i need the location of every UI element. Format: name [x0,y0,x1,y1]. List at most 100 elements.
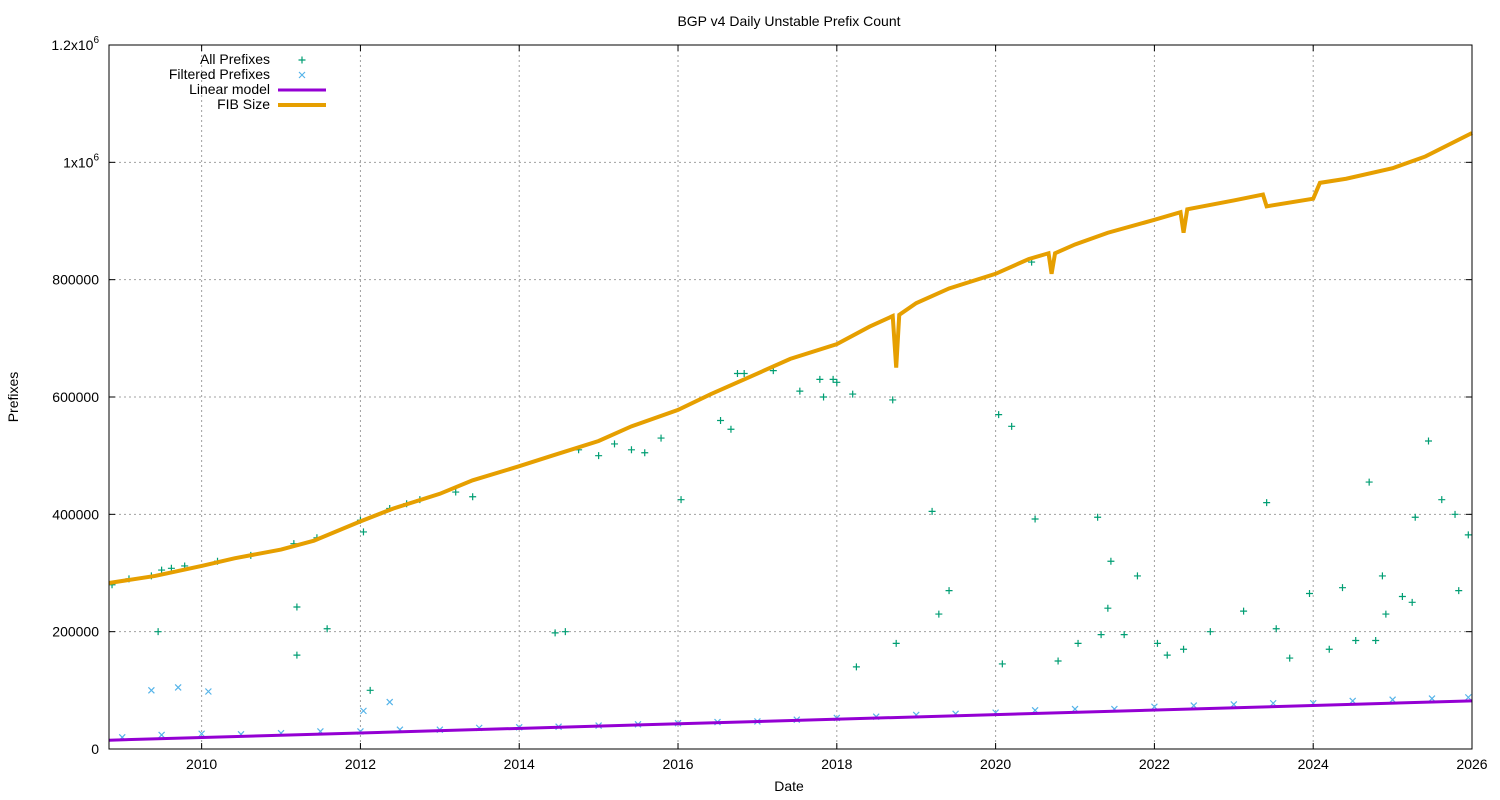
data-point-all-prefixes [1008,422,1016,430]
data-point-all-prefixes [154,628,162,636]
data-point-all-prefixes [158,566,166,574]
linear-model-line [108,699,1473,742]
data-point-all-prefixes [657,434,665,442]
x-tick-label: 2016 [662,756,693,772]
x-tick-label: 2024 [1298,756,1329,772]
data-point-all-prefixes [1372,636,1380,644]
data-point-all-prefixes [551,629,559,637]
y-tick-label: 800000 [52,272,99,288]
data-point-all-prefixes [1180,645,1188,653]
data-point-all-prefixes [1325,645,1333,653]
plot-area [108,131,1473,742]
data-point-all-prefixes [611,440,619,448]
y-tick-label: 600000 [52,389,99,405]
y-tick-labels: 0 200000 400000 600000 800000 1x106 1.2x106 [51,35,99,757]
data-point-all-prefixes [820,393,828,401]
data-point-all-prefixes [852,663,860,671]
legend-label-fib-size: FIB Size [217,96,270,112]
y-tick-label: 0 [91,741,99,757]
series-linear-model [108,699,1473,742]
data-point-all-prefixes [1306,590,1314,598]
data-point-all-prefixes [1153,639,1161,647]
x-tick-label: 2026 [1456,756,1487,772]
data-point-all-prefixes [1455,587,1463,595]
data-point-all-prefixes [1398,592,1406,600]
series-fib-size [108,131,1473,585]
series-all-prefixes [108,258,1472,694]
data-point-all-prefixes [1107,557,1115,565]
data-point-all-prefixes [1133,572,1141,580]
data-point-all-prefixes [293,603,301,611]
legend: All Prefixes Filtered Prefixes Linear mo… [169,51,326,112]
data-point-filtered-prefixes [198,730,206,738]
data-point-all-prefixes [1365,478,1373,486]
data-point-all-prefixes [833,378,841,386]
y-tick-label: 1x106 [63,152,99,170]
fib-size-line [108,131,1473,585]
data-point-all-prefixes [945,587,953,595]
data-point-all-prefixes [452,488,460,496]
y-tick-label: 1.2x106 [51,35,99,53]
x-axis-label: Date [774,778,804,794]
x-tick-label: 2010 [186,756,217,772]
data-point-all-prefixes [1286,654,1294,662]
data-point-all-prefixes [733,370,741,378]
legend-marker-filtered-prefixes [298,71,306,79]
data-point-all-prefixes [1424,437,1432,445]
data-point-all-prefixes [1163,651,1171,659]
data-point-filtered-prefixes [204,688,212,695]
data-point-all-prefixes [1438,496,1446,504]
data-point-filtered-prefixes [1464,693,1472,701]
y-tick-label-exponent: 6 [93,152,99,163]
data-point-all-prefixes [1074,639,1082,647]
data-point-all-prefixes [1120,631,1128,639]
data-point-all-prefixes [293,651,301,659]
legend-symbol-filtered-prefixes [298,71,306,79]
data-point-all-prefixes [816,375,824,383]
data-point-all-prefixes [1451,510,1459,518]
data-point-filtered-prefixes [386,698,394,706]
data-point-all-prefixes [995,411,1003,419]
data-point-all-prefixes [595,452,603,460]
chart-title: BGP v4 Daily Unstable Prefix Count [677,13,900,29]
data-point-all-prefixes [889,396,897,404]
legend-label-all-prefixes: All Prefixes [200,51,270,67]
data-point-all-prefixes [1378,572,1386,580]
x-tick-labels: 2010 2012 2014 2016 2018 2020 2022 2024 2026 [186,756,1488,772]
x-tick-label: 2012 [345,756,376,772]
data-point-all-prefixes [1263,499,1271,507]
data-point-all-prefixes [1097,631,1105,639]
legend-label-filtered-prefixes: Filtered Prefixes [169,66,270,82]
x-tick-label: 2022 [1139,756,1170,772]
x-tick-label: 2014 [504,756,535,772]
data-point-all-prefixes [1094,513,1102,521]
data-point-all-prefixes [1464,531,1472,539]
data-point-all-prefixes [1240,607,1248,615]
data-point-all-prefixes [740,370,748,378]
data-point-all-prefixes [1272,625,1280,633]
series-filtered-prefixes [118,683,1472,741]
data-point-all-prefixes [1382,610,1390,618]
data-point-all-prefixes [323,625,331,633]
y-tick-label-exponent: 6 [93,35,99,46]
data-point-all-prefixes [627,446,635,454]
data-point-all-prefixes [359,528,367,536]
data-point-all-prefixes [1408,598,1416,606]
data-point-all-prefixes [727,425,735,433]
y-axis-label: Prefixes [5,372,21,423]
y-tick-label: 200000 [52,624,99,640]
data-point-filtered-prefixes [360,707,367,715]
data-point-all-prefixes [561,628,569,636]
data-point-all-prefixes [935,610,943,618]
x-tick-label: 2018 [821,756,852,772]
data-point-all-prefixes [998,660,1006,668]
legend-label-linear-model: Linear model [189,81,270,97]
data-point-all-prefixes [677,496,685,504]
data-point-all-prefixes [366,686,374,694]
data-point-all-prefixes [849,390,857,398]
data-point-filtered-prefixes [147,686,155,694]
grid [109,45,1472,749]
legend-marker-all-prefixes [298,56,306,64]
y-tick-label: 400000 [52,506,99,522]
